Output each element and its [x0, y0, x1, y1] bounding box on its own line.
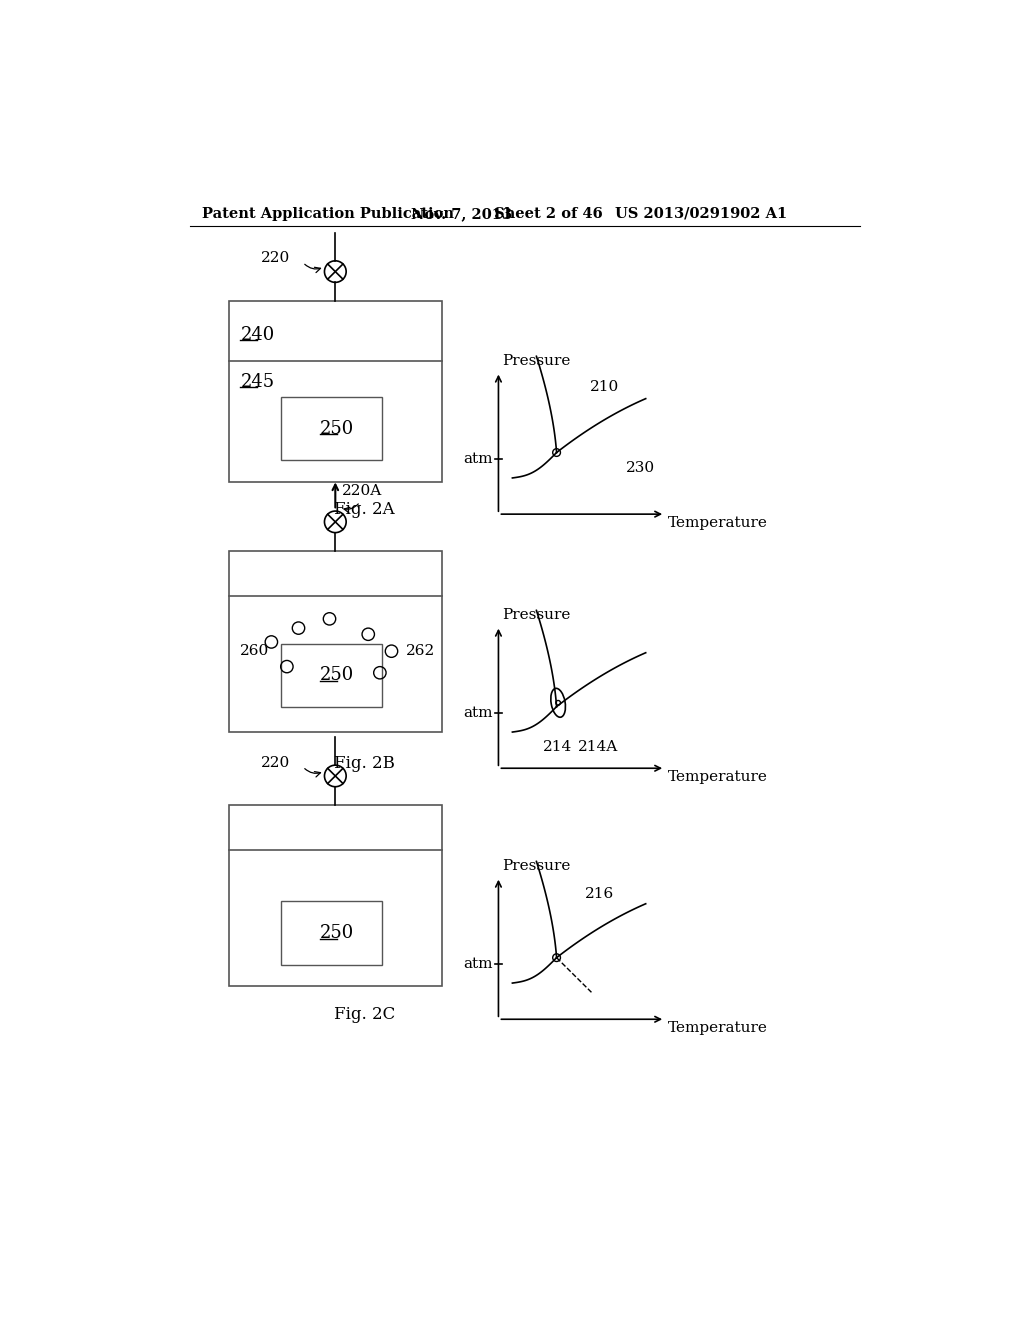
Text: atm: atm [463, 957, 493, 970]
Text: Pressure: Pressure [503, 609, 570, 622]
Text: 250: 250 [321, 924, 354, 942]
Text: 220: 220 [261, 251, 291, 265]
Bar [228, 301, 442, 482]
Text: 245: 245 [241, 372, 274, 391]
Text: 250: 250 [321, 667, 354, 684]
Text: Sheet 2 of 46: Sheet 2 of 46 [494, 207, 602, 220]
Text: 220: 220 [261, 755, 291, 770]
Text: Nov. 7, 2013: Nov. 7, 2013 [411, 207, 512, 220]
Text: Fig. 2C: Fig. 2C [334, 1006, 395, 1023]
Bar [228, 552, 442, 733]
Bar [282, 902, 382, 965]
Text: Pressure: Pressure [503, 354, 570, 368]
Text: Temperature: Temperature [668, 1020, 767, 1035]
Text: 230: 230 [627, 461, 655, 475]
Text: Pressure: Pressure [503, 859, 570, 873]
Text: Temperature: Temperature [668, 516, 767, 529]
Text: Fig. 2B: Fig. 2B [334, 755, 395, 772]
Text: 214A: 214A [579, 741, 618, 754]
Bar [228, 805, 442, 986]
Bar [282, 397, 382, 461]
Text: 250: 250 [321, 420, 354, 438]
Text: 262: 262 [406, 644, 435, 659]
Bar [282, 644, 382, 706]
Text: Fig. 2A: Fig. 2A [334, 502, 394, 519]
Text: 210: 210 [590, 380, 620, 393]
Text: Temperature: Temperature [668, 770, 767, 784]
Text: 220A: 220A [342, 484, 382, 498]
Text: 260: 260 [240, 644, 269, 659]
Text: 216: 216 [586, 887, 614, 900]
Text: 240: 240 [241, 326, 274, 343]
Text: atm: atm [463, 706, 493, 719]
Text: Patent Application Publication: Patent Application Publication [202, 207, 454, 220]
Text: atm: atm [463, 451, 493, 466]
Text: 214: 214 [544, 741, 572, 754]
Text: US 2013/0291902 A1: US 2013/0291902 A1 [614, 207, 787, 220]
